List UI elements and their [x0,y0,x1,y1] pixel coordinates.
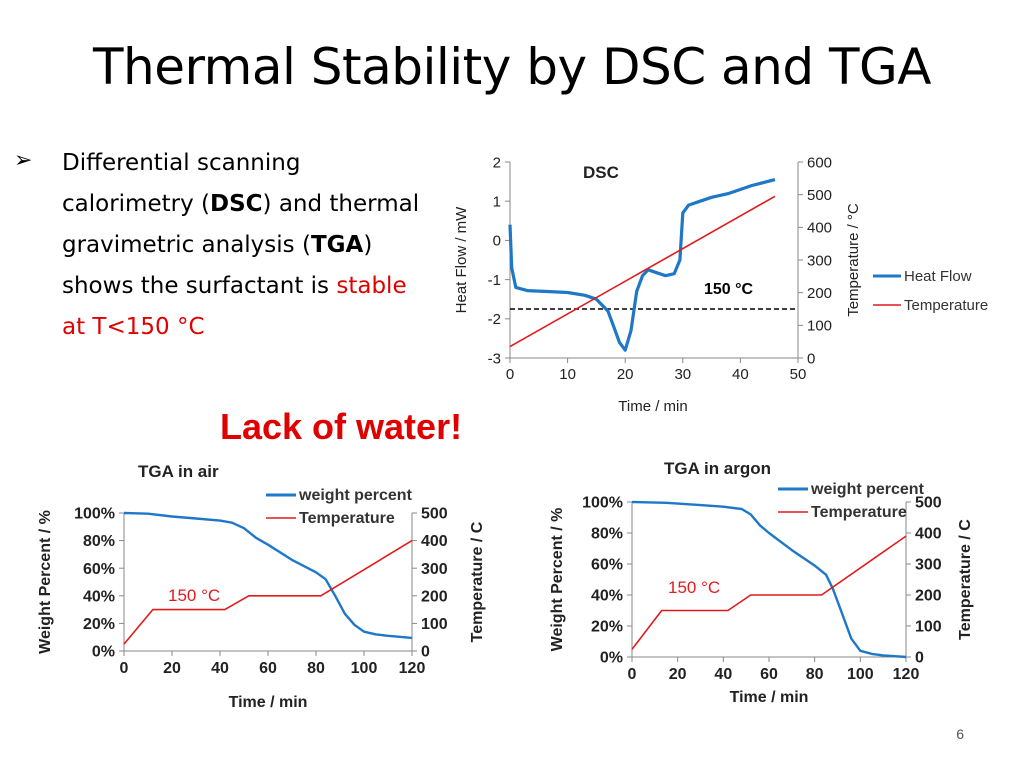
x-tick-label: 60 [259,660,277,677]
x-tick-label: 10 [559,366,576,383]
y-tick-label: 1 [493,193,501,210]
lack-of-water-callout: Lack of water! [220,406,463,447]
x-tick-label: 20 [617,366,634,383]
y-tick-label: 60% [591,557,623,574]
y-tick-label: 40% [83,588,115,605]
y2-axis-label: Temperature / C [469,521,486,642]
x-tick-label: 60 [760,666,778,683]
y2-tick-label: 0 [915,650,924,667]
series-line-heat-flow [508,178,776,352]
legend-entry: Temperature [811,504,907,521]
y2-tick-label: 400 [807,220,832,237]
bullet-part: ) shows the surfactant is [62,232,373,299]
x-tick-label: 20 [669,666,687,683]
chart-title: TGA in air [138,462,219,481]
x-tick-label: 0 [628,666,637,683]
y2-tick-label: 200 [915,588,942,605]
y2-tick-label: 500 [807,187,832,204]
y-tick-label: -3 [488,350,501,367]
y-tick-label: 2 [493,154,501,171]
legend-entry: weight percent [810,481,925,498]
x-tick-label: 40 [714,666,732,683]
series-line-temperature [123,539,413,645]
x-tick-label: 80 [307,660,325,677]
y2-tick-label: 0 [807,350,815,367]
tga-argon-chart: 0 20 40 60 80 100 120 0% 20% 40% 60% 80% 100% 0 100 200… [549,459,974,706]
bullet-part: Differential scanning calorimetry ( [62,150,301,217]
tga-air-chart: 0 20 40 60 80 100 120 0% 20% 40% 60% 80% 100% 0 100 200… [37,462,486,711]
y2-tick-label: 500 [915,495,942,512]
legend-entry: Temperature [299,510,395,527]
chart-title: DSC [583,163,619,182]
annotation-150c: 150 °C [168,586,220,605]
x-tick-label: 0 [120,660,129,677]
bullet-arrow-icon: ➢ [14,148,33,173]
x-tick-label: 40 [211,660,229,677]
chart-title: TGA in argon [664,459,771,478]
series-line-temperature [631,535,907,650]
y-tick-label: -2 [488,311,501,328]
legend-entry: weight percent [298,487,413,504]
x-tick-label: 100 [351,660,378,677]
x-tick-label: 20 [163,660,181,677]
y-tick-label: 100% [582,495,623,512]
y-axis-label: Weight Percent / % [549,508,566,652]
y2-tick-label: 600 [807,154,832,171]
y2-axis-label: Temperature / C [957,519,974,640]
series-line-weight-percent [123,511,413,640]
legend-entry: Temperature [904,297,988,314]
y2-tick-label: 100 [807,318,832,335]
y2-tick-label: 300 [915,557,942,574]
y2-tick-label: 400 [915,526,942,543]
y-tick-label: 20% [83,616,115,633]
x-tick-label: 40 [732,366,749,383]
y-tick-label: 60% [83,561,115,578]
x-tick-label: 100 [847,666,874,683]
y2-tick-label: 100 [421,616,448,633]
bullet-text: Differential scanning calorimetry (DSC) … [62,143,422,348]
y2-axis-label: Temperature / °C [845,203,862,317]
x-tick-label: 0 [506,366,514,383]
series-line-temperature [509,195,776,348]
y-axis-label: Heat Flow / mW [453,206,470,314]
y2-tick-label: 300 [807,252,832,269]
legend-entry: Heat Flow [904,268,972,285]
bullet-dsc: DSC [209,191,263,217]
x-axis-label: Time / min [730,689,809,706]
dsc-chart: 0 10 20 30 40 50-3-2-10120100200300400500600T… [453,154,988,415]
annotation-150c: 150 °C [668,578,720,597]
y-tick-label: 20% [591,619,623,636]
slide-title: Thermal Stability by DSC and TGA [92,38,932,96]
annotation-150c: 150 °C [704,281,754,298]
x-tick-label: 80 [806,666,824,683]
series-line-weight-percent [631,500,907,659]
bullet-tga: TGA [310,232,364,258]
y2-tick-label: 0 [421,644,430,661]
x-tick-label: 30 [674,366,691,383]
x-tick-label: 50 [790,366,807,383]
y-tick-label: 80% [591,526,623,543]
y-tick-label: 0% [92,644,115,661]
y-tick-label: 0% [600,650,623,667]
y-axis-label: Weight Percent / % [37,510,54,654]
y2-tick-label: 100 [915,619,942,636]
y-tick-label: -1 [488,272,501,289]
y2-tick-label: 300 [421,561,448,578]
y2-tick-label: 200 [421,588,448,605]
x-axis-label: Time / min [229,694,308,711]
page-number: 6 [956,726,964,742]
y2-tick-label: 500 [421,506,448,523]
bullet-part: ) and thermal gravimetric analysis ( [62,191,420,258]
bullet-highlight: stable at T<150 °C [62,273,407,340]
x-tick-label: 120 [893,666,920,683]
x-tick-label: 120 [399,660,426,677]
y-tick-label: 0 [493,233,501,250]
y2-tick-label: 400 [421,533,448,550]
y-tick-label: 40% [591,588,623,605]
y-tick-label: 100% [74,506,115,523]
y-tick-label: 80% [83,533,115,550]
x-axis-label: Time / min [618,398,687,415]
y2-tick-label: 200 [807,285,832,302]
